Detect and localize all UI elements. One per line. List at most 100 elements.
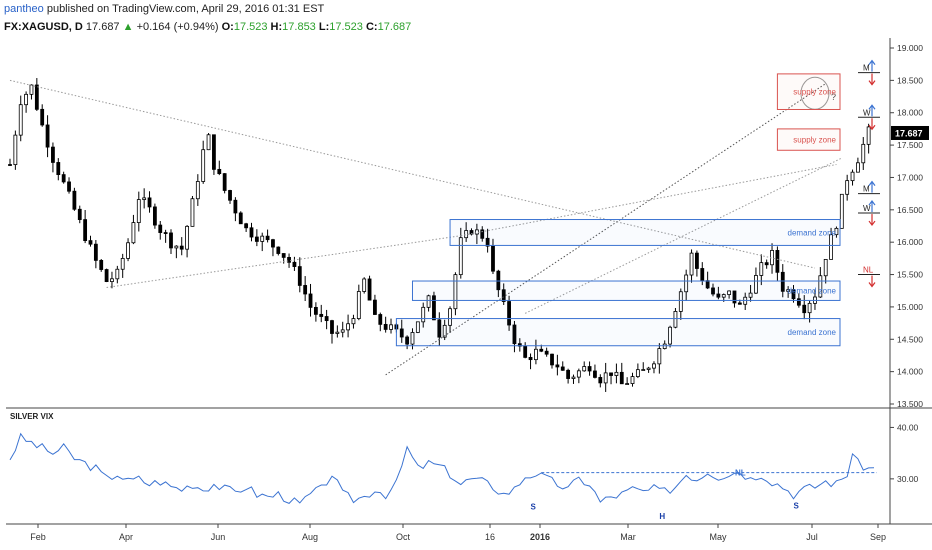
candle-body	[512, 324, 517, 345]
candle-body	[856, 162, 860, 173]
candle-body	[646, 367, 651, 370]
candle-body	[523, 345, 528, 358]
y-tick-label: 14.000	[897, 367, 923, 377]
low-value: 17.523	[329, 21, 363, 33]
last-price: 17.687	[85, 21, 120, 33]
candle-body	[630, 376, 635, 384]
candle-body	[560, 366, 565, 371]
candle-body	[319, 313, 324, 317]
demand-zone-box	[411, 280, 841, 301]
candle-body	[260, 235, 265, 242]
candle-body	[147, 197, 152, 208]
candle-body	[829, 234, 833, 260]
arrow-up-icon	[868, 59, 876, 65]
price-axis[interactable]: 19.000 18.500 18.000 17.500 17.000 16.500 16.0…	[890, 43, 929, 409]
close-value: 17.687	[377, 21, 412, 33]
x-tick-label: May	[709, 532, 727, 542]
candle-body	[426, 295, 431, 308]
candle-body	[657, 348, 662, 365]
level-label: NL	[863, 266, 874, 275]
level-label: M	[863, 185, 870, 194]
candle-body	[576, 370, 581, 378]
vix-neckline-label: NL	[735, 469, 746, 478]
candle-body	[555, 364, 560, 368]
y-tick-label: 13.500	[897, 399, 923, 409]
vix-line	[9, 432, 875, 504]
demand-zone-box	[449, 219, 841, 246]
candle-body	[587, 366, 592, 372]
candle-body	[136, 199, 141, 223]
candle-body	[619, 371, 624, 385]
demand-zone-label: demand zone	[788, 287, 837, 296]
candle-body	[238, 212, 243, 225]
candle-body	[614, 371, 619, 376]
change-up-icon: ▲	[122, 21, 134, 33]
candle-body	[335, 331, 340, 334]
x-tick-label: 2016	[530, 532, 550, 542]
candle-body	[528, 357, 533, 361]
y-tick-label: 15.000	[897, 302, 923, 312]
candle-body	[29, 84, 34, 95]
candle-body	[356, 291, 361, 320]
arrow-down-icon	[868, 220, 876, 227]
trendline	[460, 164, 837, 237]
level-markers: M W M W NL	[858, 59, 880, 288]
candle-body	[104, 269, 109, 282]
candle-body	[716, 293, 721, 298]
candle-body	[292, 261, 297, 267]
candle-body	[201, 149, 206, 182]
candle-body	[367, 278, 372, 301]
candle-body	[389, 324, 393, 330]
candle-body	[405, 336, 410, 345]
candle-body	[491, 245, 495, 272]
x-tick-label: Apr	[119, 532, 133, 542]
low-label: L:	[318, 21, 330, 33]
candle-body	[351, 318, 356, 325]
candle-body	[695, 252, 699, 269]
pattern-label: S	[531, 503, 537, 512]
candle-body	[190, 198, 195, 227]
supply-zone-box	[776, 73, 841, 110]
x-tick-label: Oct	[396, 532, 411, 542]
x-tick-label: 16	[485, 532, 495, 542]
change-value: +0.164 (+0.94%)	[136, 21, 219, 33]
x-tick-label: Mar	[620, 532, 636, 542]
candle-body	[152, 206, 157, 226]
demand-zone-label: demand zone	[788, 228, 837, 237]
author-link[interactable]: pantheo	[4, 3, 44, 15]
candle-body	[593, 370, 597, 378]
x-tick-label: Jul	[806, 532, 818, 542]
candle-body	[550, 353, 554, 366]
candle-body	[340, 329, 345, 333]
supply-zone-label: supply zone	[793, 136, 836, 145]
open-label: O:	[221, 21, 234, 33]
x-tick-label: Feb	[30, 532, 46, 542]
last-price-tag-label: 17.687	[895, 128, 923, 138]
candle-body	[72, 190, 77, 210]
trendline	[9, 79, 816, 269]
question-mark: ?	[831, 92, 836, 102]
candle-body	[566, 369, 571, 379]
candle-body	[77, 208, 82, 220]
candle-body	[185, 225, 189, 250]
arrow-up-icon	[868, 180, 876, 186]
candle-body	[373, 299, 377, 315]
candle-body	[453, 274, 458, 310]
candle-body	[222, 173, 227, 191]
y-tick-label: 16.500	[897, 205, 923, 215]
arrow-up-icon	[868, 104, 876, 110]
ohlc-line: FX:XAGUSD, D 17.687 ▲ +0.164 (+0.94%) O:…	[4, 21, 411, 33]
demand-zone-label: demand zone	[788, 328, 837, 337]
candle-body	[839, 193, 844, 229]
candle-body	[163, 232, 168, 234]
time-axis[interactable]: Feb Apr Jun Aug Oct 16 2016 Mar May Jul Sep	[30, 524, 886, 542]
candle-body	[700, 268, 705, 282]
candle-body	[346, 323, 350, 331]
candle-body	[88, 240, 93, 245]
candle-body	[24, 93, 28, 106]
candle-body	[421, 306, 426, 323]
candle-body	[845, 180, 850, 195]
candle-body	[174, 245, 179, 249]
trendline	[106, 235, 461, 288]
